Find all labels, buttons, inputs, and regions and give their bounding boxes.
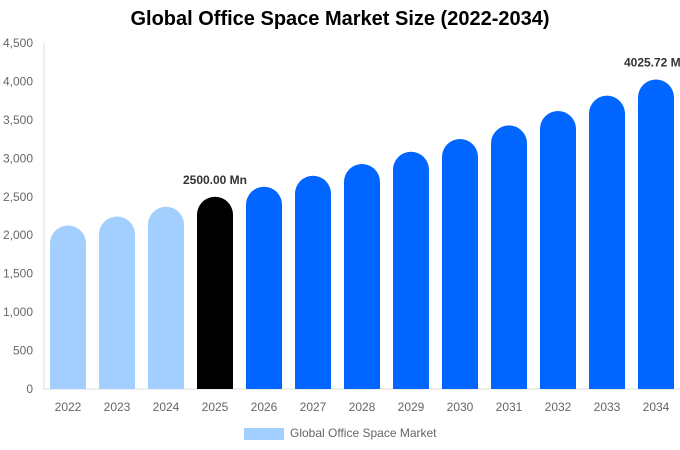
bar-2028 (344, 164, 380, 389)
x-tick-label: 2025 (202, 400, 229, 414)
bar-2031 (491, 125, 527, 389)
bar-2022 (50, 225, 86, 389)
bar-2032 (540, 110, 576, 389)
data-label-2034: 4025.72 Mn (624, 55, 680, 69)
y-tick-label: 2,000 (3, 228, 33, 242)
data-label-2025: 2500.00 Mn (183, 173, 247, 187)
legend-label: Global Office Space Market (290, 426, 437, 440)
y-tick-label: 2,500 (3, 190, 33, 204)
chart-title: Global Office Space Market Size (2022-20… (130, 8, 550, 30)
bar-2024 (148, 206, 184, 389)
y-tick-label: 0 (26, 382, 33, 396)
bar-2033 (589, 95, 625, 390)
x-tick-label: 2034 (643, 400, 670, 414)
x-tick-label: 2031 (496, 400, 523, 414)
bar-2030 (442, 139, 478, 389)
bar-2025 (197, 196, 233, 389)
y-tick-label: 4,500 (3, 36, 33, 50)
legend-swatch (244, 428, 284, 440)
x-tick-label: 2028 (349, 400, 376, 414)
x-tick-label: 2032 (545, 400, 572, 414)
bar-2023 (99, 216, 135, 389)
x-tick-label: 2033 (594, 400, 621, 414)
y-tick-label: 3,500 (3, 113, 33, 127)
x-tick-label: 2022 (55, 400, 82, 414)
y-tick-label: 500 (13, 344, 33, 358)
x-tick-label: 2029 (398, 400, 425, 414)
bar-2029 (393, 151, 429, 389)
bar-2034 (638, 79, 674, 390)
x-tick-label: 2027 (300, 400, 327, 414)
y-tick-label: 3,000 (3, 151, 33, 165)
bar-2026 (246, 186, 282, 389)
x-tick-label: 2024 (153, 400, 180, 414)
x-tick-label: 2023 (104, 400, 131, 414)
bar-2027 (295, 175, 331, 389)
y-tick-label: 1,500 (3, 267, 33, 281)
y-tick-label: 4,000 (3, 74, 33, 88)
x-tick-label: 2026 (251, 400, 278, 414)
x-tick-label: 2030 (447, 400, 474, 414)
y-tick-label: 1,000 (3, 305, 33, 319)
